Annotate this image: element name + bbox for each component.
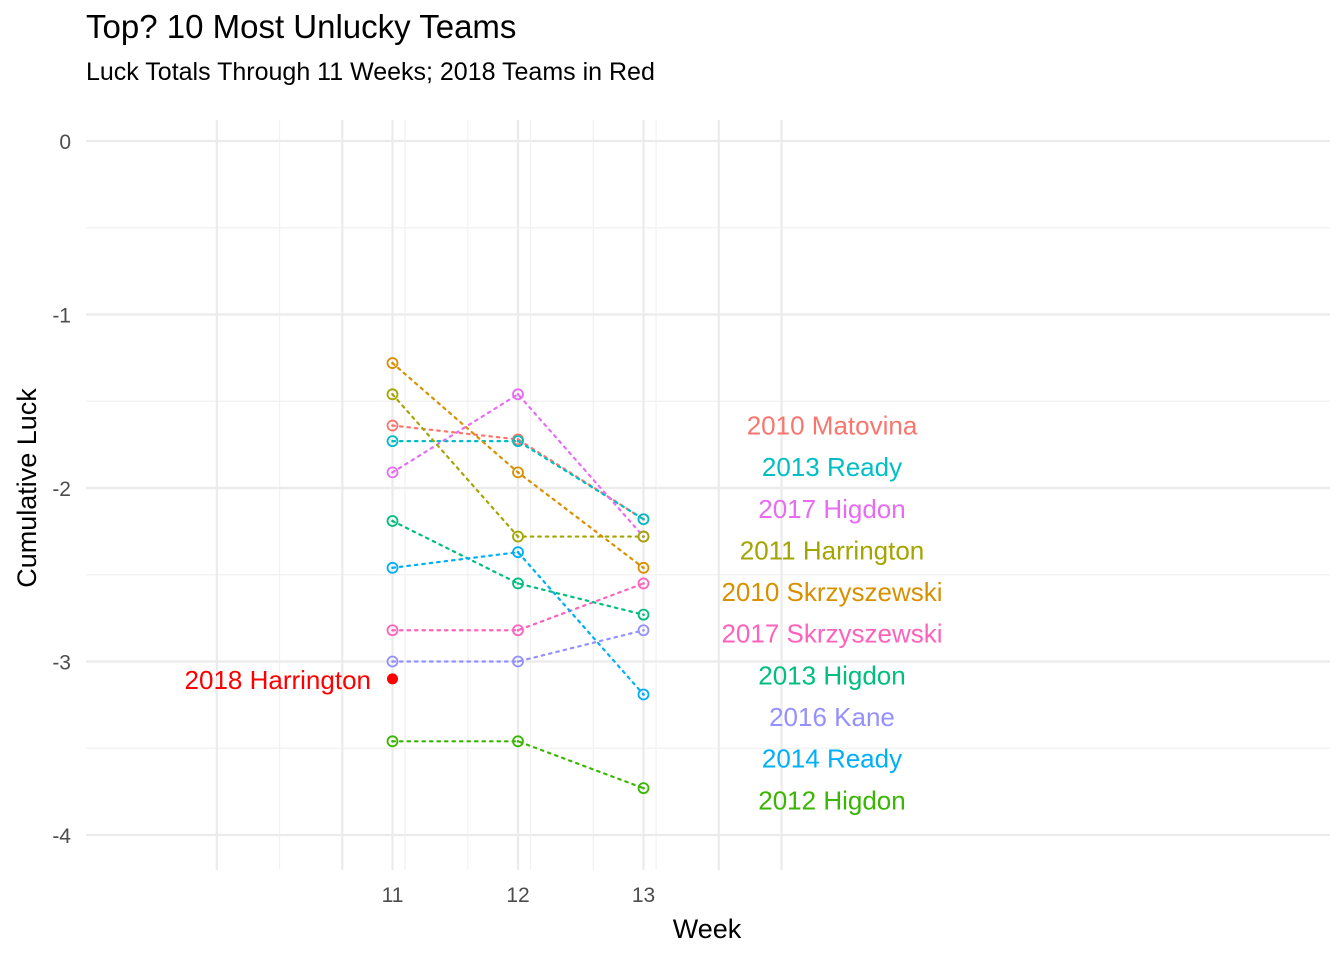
data-point (386, 388, 399, 401)
data-point-center (391, 471, 394, 474)
series-label: 2013 Ready (762, 452, 902, 482)
data-point (386, 561, 399, 574)
series-label: 2016 Kane (769, 702, 895, 732)
data-point-center (642, 566, 645, 570)
data-point (637, 608, 650, 621)
series-line (391, 519, 645, 616)
data-point-center (516, 471, 520, 474)
data-point-center (642, 786, 645, 790)
highlight-group: 2018 Harrington (185, 665, 398, 695)
x-tick-label: 11 (382, 884, 404, 907)
data-point (386, 655, 399, 668)
data-point-center (391, 361, 394, 365)
y-tick-label: -3 (52, 652, 71, 675)
data-point-center (642, 582, 645, 585)
data-point-center (516, 628, 520, 632)
data-point-center (642, 693, 645, 696)
grid-major (86, 120, 1330, 870)
x-ticks: 11 12 13 (382, 884, 656, 907)
data-point (637, 561, 650, 574)
data-point (637, 624, 650, 637)
data-point (386, 515, 399, 527)
series-label: 2017 Higdon (758, 494, 905, 524)
data-point-center (516, 393, 520, 396)
data-point (512, 388, 524, 401)
data-point (512, 735, 524, 748)
data-point-center (391, 660, 394, 663)
data-point (386, 357, 399, 369)
data-point-center (642, 613, 645, 616)
y-ticks: 0 -1 -2 -3 -4 (52, 131, 71, 848)
data-point-center (391, 566, 394, 570)
data-point-center (391, 424, 394, 427)
data-point-center (516, 740, 520, 743)
data-point-center (642, 628, 645, 632)
series-label: 2017 Skrzyszewski (721, 619, 942, 649)
data-point (637, 530, 650, 543)
y-tick-label: 0 (59, 131, 71, 154)
data-point (637, 782, 650, 795)
series-label: 2013 Higdon (758, 660, 905, 690)
data-point-center (391, 519, 394, 523)
x-axis-label: Week (673, 914, 742, 944)
series-label: 2010 Skrzyszewski (721, 577, 942, 607)
y-tick-label: -2 (52, 478, 71, 501)
data-point (637, 688, 650, 701)
series-line (391, 440, 645, 521)
series-line (391, 629, 645, 663)
data-point-center (642, 535, 645, 538)
series-label: 2011 Harrington (740, 535, 925, 565)
series-label: 2014 Ready (762, 744, 902, 774)
highlight-point (387, 673, 398, 685)
data-point (512, 435, 524, 448)
x-tick-label: 13 (632, 884, 655, 907)
data-point-center (516, 582, 520, 585)
data-point (386, 435, 399, 448)
data-point (512, 655, 524, 668)
data-point-center (516, 550, 520, 554)
y-axis-label: Cumulative Luck (12, 388, 42, 588)
data-point (386, 466, 399, 479)
x-tick-label: 12 (506, 884, 529, 907)
y-tick-label: -1 (52, 305, 71, 328)
data-point-center (391, 740, 394, 743)
data-point (637, 577, 650, 590)
data-point (637, 513, 650, 526)
highlight-label: 2018 Harrington (185, 665, 371, 695)
y-tick-label: -4 (52, 825, 71, 848)
series-label: 2010 Matovina (747, 411, 918, 441)
grid-minor (86, 120, 1330, 870)
data-point (512, 530, 524, 543)
data-point-center (642, 517, 645, 521)
chart-subtitle: Luck Totals Through 11 Weeks; 2018 Teams… (86, 58, 655, 86)
chart-title: Top? 10 Most Unlucky Teams (86, 8, 517, 45)
data-point-center (391, 628, 394, 632)
data-point-center (516, 660, 520, 663)
data-point (512, 577, 524, 590)
data-point (512, 624, 524, 637)
data-point (512, 466, 524, 479)
data-point (386, 735, 399, 748)
data-point-center (391, 393, 394, 396)
data-point (386, 624, 399, 637)
data-point (386, 419, 399, 432)
series-label: 2012 Higdon (758, 785, 905, 815)
data-point-center (516, 439, 520, 443)
series-points (386, 357, 650, 795)
series-line (391, 424, 645, 521)
data-point-center (516, 535, 520, 538)
data-point-center (391, 439, 394, 443)
series-labels: 2010 Matovina 2013 Ready 2017 Higdon 2011 H… (721, 411, 942, 816)
data-point (512, 546, 524, 559)
